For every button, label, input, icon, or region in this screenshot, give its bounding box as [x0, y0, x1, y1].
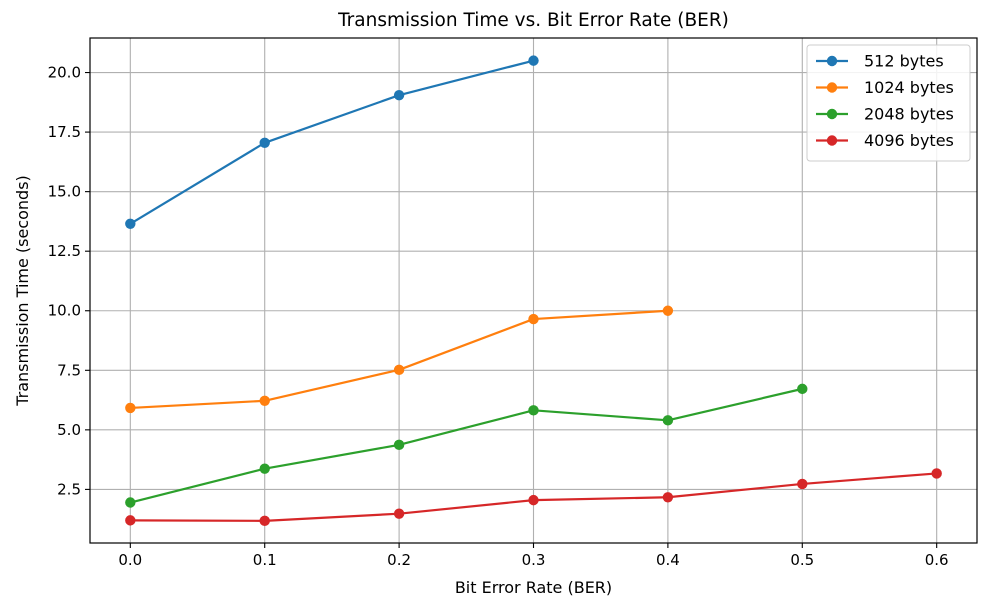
data-point — [662, 492, 674, 503]
legend-label: 4096 bytes — [864, 131, 954, 150]
data-point — [528, 494, 539, 506]
chart-title: Transmission Time vs. Bit Error Rate (BE… — [337, 10, 729, 31]
series-line — [130, 387, 803, 504]
x-tick-label: 0.4 — [656, 551, 680, 569]
data-point — [528, 313, 539, 325]
data-point — [528, 55, 539, 66]
data-point — [259, 137, 270, 149]
data-point — [528, 405, 539, 416]
legend-label: 1024 bytes — [864, 78, 954, 97]
legend: 512 bytes 1024 bytes 2048 bytes 4096 bytes — [806, 44, 971, 162]
data-point — [393, 364, 405, 376]
x-tick-label: 0.3 — [522, 551, 546, 569]
data-point — [125, 497, 136, 508]
legend-marker — [826, 108, 838, 120]
series-4096-bytes — [125, 468, 942, 527]
legend-box — [806, 44, 971, 162]
legend-marker — [826, 82, 838, 93]
x-axis-label: Bit Error Rate (BER) — [455, 578, 612, 597]
data-point — [797, 478, 808, 490]
data-point — [125, 218, 136, 230]
data-point — [797, 383, 808, 395]
legend-label: 2048 bytes — [864, 105, 954, 124]
series-layer — [125, 55, 942, 527]
series-512-bytes — [125, 55, 539, 230]
y-tick-label: 15.0 — [48, 183, 81, 201]
x-tick-label: 0.5 — [790, 551, 814, 569]
legend-entry: 2048 bytes — [816, 105, 954, 124]
data-point — [125, 402, 136, 414]
data-point — [931, 468, 942, 479]
data-point — [393, 508, 405, 519]
data-point — [259, 395, 270, 406]
series-2048-bytes — [125, 383, 808, 508]
ticks: 0.0 0.1 0.2 0.3 0.4 0.5 0.6 2.5 5.0 7.5 10.0 12.5 15… — [48, 64, 949, 569]
data-point — [125, 515, 136, 526]
data-point — [259, 463, 270, 474]
y-tick-label: 17.5 — [48, 123, 81, 141]
legend-label: 512 bytes — [864, 52, 944, 71]
series-line — [129, 59, 534, 225]
x-tick-label: 0.1 — [253, 551, 277, 569]
series-1024-bytes — [125, 305, 674, 414]
data-point — [662, 415, 674, 426]
y-tick-label: 12.5 — [48, 242, 81, 260]
data-point — [393, 439, 405, 451]
y-tick-label: 5.0 — [57, 421, 81, 439]
x-tick-label: 0.2 — [387, 551, 411, 569]
legend-entry: 512 bytes — [816, 52, 944, 71]
x-tick-label: 0.0 — [118, 551, 142, 569]
legend-entry: 1024 bytes — [816, 78, 954, 97]
data-point — [259, 515, 270, 527]
legend-entry: 4096 bytes — [816, 131, 954, 150]
data-point — [662, 305, 674, 316]
y-axis-label: Transmission Time (seconds) — [13, 175, 32, 407]
y-tick-label: 20.0 — [48, 64, 81, 82]
data-point — [393, 89, 405, 101]
y-tick-label: 7.5 — [57, 361, 81, 379]
legend-marker — [826, 55, 838, 67]
x-tick-label: 0.6 — [925, 551, 949, 569]
legend-marker — [826, 135, 838, 146]
y-tick-label: 2.5 — [57, 480, 81, 498]
y-tick-label: 10.0 — [48, 302, 81, 320]
